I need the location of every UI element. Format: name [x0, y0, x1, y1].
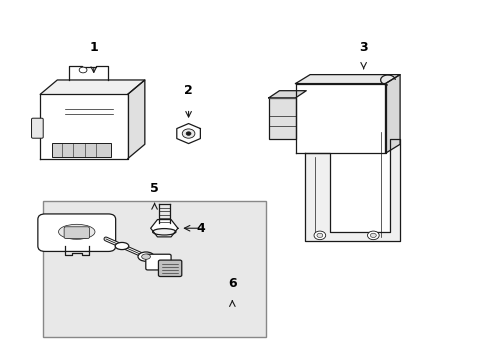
Polygon shape	[268, 91, 305, 98]
Ellipse shape	[59, 224, 95, 239]
Ellipse shape	[115, 242, 128, 249]
Circle shape	[313, 231, 325, 240]
Polygon shape	[150, 220, 178, 237]
Circle shape	[370, 233, 375, 238]
Bar	[268, 98, 295, 139]
FancyBboxPatch shape	[158, 260, 182, 276]
FancyBboxPatch shape	[145, 254, 171, 270]
Text: 5: 5	[150, 183, 159, 195]
Polygon shape	[177, 123, 200, 144]
Text: 6: 6	[227, 277, 236, 290]
Polygon shape	[40, 80, 144, 94]
Ellipse shape	[138, 252, 154, 261]
Text: 2: 2	[184, 84, 193, 97]
Ellipse shape	[152, 229, 176, 235]
Circle shape	[186, 132, 191, 135]
Text: 4: 4	[196, 222, 204, 235]
Circle shape	[316, 233, 322, 238]
Bar	[42, 202, 266, 337]
FancyBboxPatch shape	[38, 214, 116, 251]
Polygon shape	[40, 94, 127, 158]
Circle shape	[367, 231, 378, 240]
Polygon shape	[127, 80, 144, 158]
Ellipse shape	[142, 254, 150, 259]
Polygon shape	[385, 75, 399, 153]
FancyBboxPatch shape	[64, 227, 89, 239]
FancyBboxPatch shape	[31, 118, 43, 138]
Polygon shape	[305, 139, 399, 241]
Text: 1: 1	[89, 41, 98, 54]
Polygon shape	[295, 84, 385, 153]
Polygon shape	[295, 75, 399, 84]
Bar	[52, 143, 111, 157]
Text: 3: 3	[359, 41, 367, 54]
Circle shape	[182, 129, 195, 138]
Circle shape	[79, 67, 87, 73]
